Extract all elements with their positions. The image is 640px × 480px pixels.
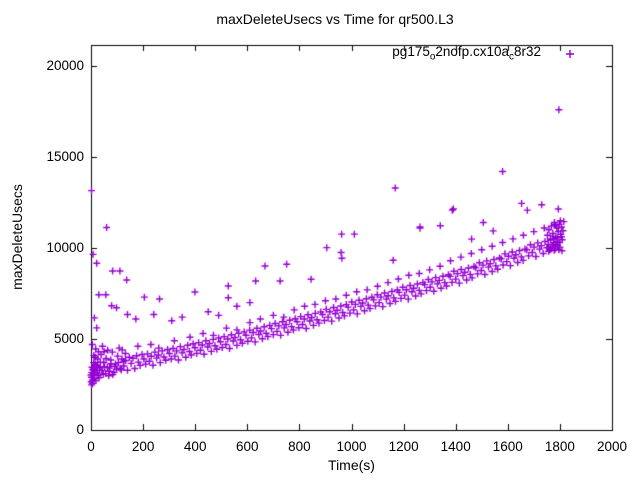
legend-point-marker-icon (566, 49, 574, 58)
chart-title: maxDeleteUsecs vs Time for qr500.L3 (216, 11, 454, 27)
x-tick-label-600: 600 (236, 439, 259, 454)
x-tick-label-1800: 1800 (544, 439, 575, 454)
x-tick-label-0: 0 (87, 439, 95, 454)
y-tick-label-10000: 10000 (46, 240, 84, 255)
y-tick-label-0: 0 (76, 422, 84, 437)
x-tick-label-200: 200 (131, 439, 155, 454)
y-tick-label-5000: 5000 (53, 331, 84, 346)
x-tick-label-1200: 1200 (388, 439, 419, 454)
x-tick-label-1400: 1400 (440, 439, 471, 454)
x-tick-label-400: 400 (183, 439, 207, 454)
x-tick-label-2000: 2000 (596, 439, 628, 454)
legend-series-label: pg175o2nofp.cx10ac8r32 (392, 44, 541, 63)
x-tick-label-800: 800 (288, 439, 311, 454)
y-tick-label-20000: 20000 (46, 58, 84, 73)
y-axis-label: maxDeleteUsecs (9, 184, 25, 290)
x-tick-label-1000: 1000 (336, 439, 367, 454)
x-axis-label: Time(s) (328, 457, 375, 473)
y-tick-label-15000: 15000 (46, 149, 84, 164)
legend: pg175o2nofp.cx10ac8r32 (91, 44, 599, 63)
x-tick-label-1600: 1600 (492, 439, 523, 454)
